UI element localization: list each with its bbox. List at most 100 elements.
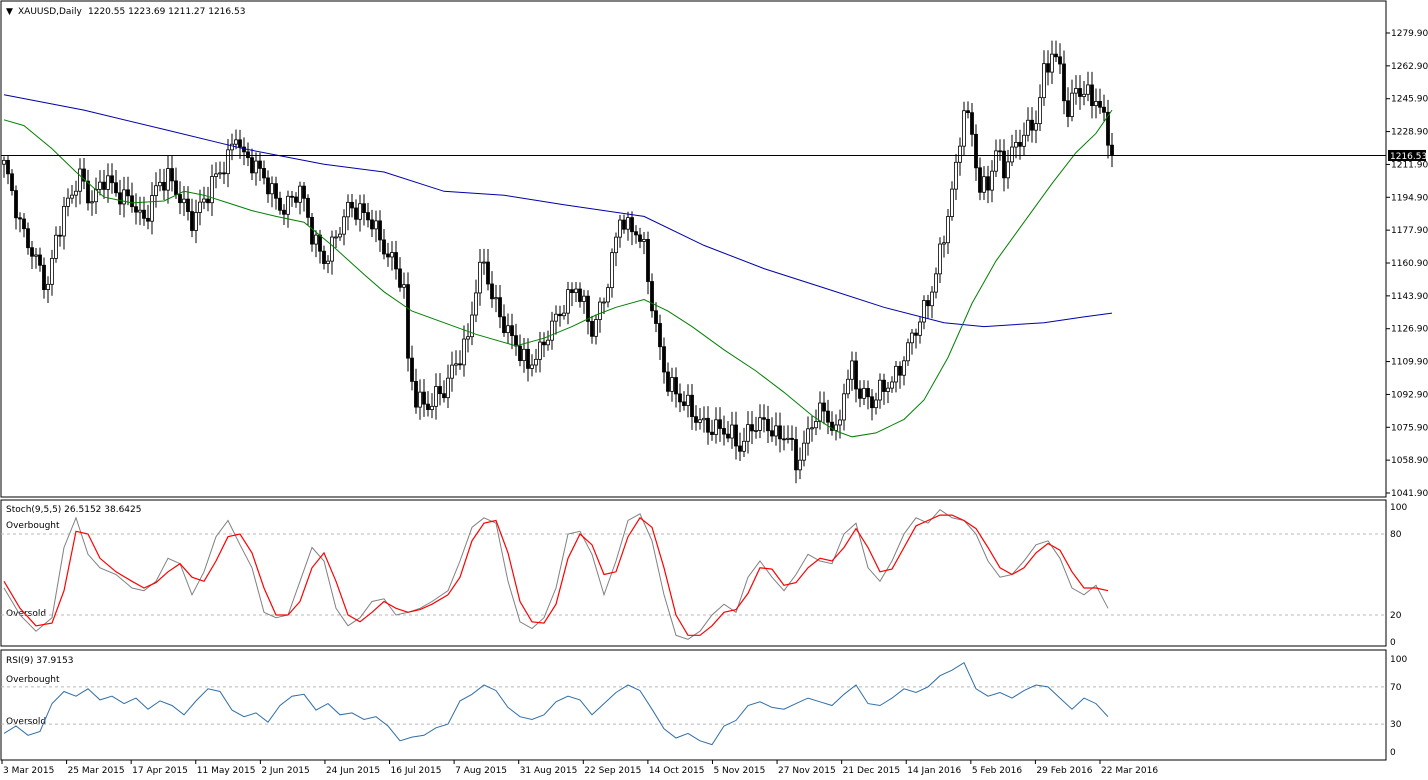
candle: [1078, 75, 1082, 110]
candle-body-bear: [1078, 88, 1082, 97]
candle-body-bull: [574, 288, 578, 294]
price-tick-label: 1194.90: [1391, 193, 1428, 203]
candle: [1006, 149, 1010, 189]
candle: [362, 194, 366, 226]
candle-body-bull: [50, 257, 54, 285]
price-tick-label: 1177.90: [1391, 226, 1428, 236]
candle-body-bull: [270, 183, 274, 195]
stoch-tick-label: 20: [1390, 611, 1402, 621]
candle-body-bull: [182, 198, 186, 204]
candle-body-bull: [550, 320, 554, 341]
candle: [622, 214, 626, 234]
candle: [874, 392, 878, 415]
candle-body-bull: [818, 402, 822, 422]
candle-body-bull: [846, 378, 850, 395]
candle: [6, 156, 10, 185]
candle: [234, 129, 238, 150]
candle: [574, 282, 578, 302]
candle: [1018, 129, 1022, 160]
candle-body-bear: [130, 195, 134, 208]
candle: [554, 305, 558, 335]
candle: [538, 331, 542, 373]
price-tick-label: 1160.90: [1391, 259, 1428, 269]
candle-body-bear: [18, 217, 22, 220]
candle: [26, 222, 30, 255]
candle-body-bull: [374, 220, 378, 230]
x-tick-label: 17 Apr 2015: [132, 766, 188, 776]
candle: [342, 209, 346, 246]
candle-body-bear: [734, 424, 738, 447]
candle: [98, 170, 102, 196]
current-price-tag-bg: [1388, 149, 1426, 161]
candle-body-bear: [1030, 119, 1034, 131]
candle-body-bull: [202, 198, 206, 203]
candle-body-bear: [658, 323, 662, 348]
candle-body-bear: [278, 197, 282, 211]
candle-body-bull: [954, 161, 958, 190]
candle-body-bear: [926, 300, 930, 307]
candle-body-bull: [34, 254, 38, 257]
candle-body-bear: [666, 371, 670, 392]
candle-body-bull: [54, 234, 58, 259]
candle-body-bull: [254, 160, 258, 174]
candle-body-bear: [438, 386, 442, 395]
candle-body-bull: [230, 143, 234, 151]
x-tick-label: 22 Mar 2016: [1101, 766, 1158, 776]
x-tick-label: 16 Jul 2015: [391, 766, 442, 776]
candle: [122, 176, 126, 218]
candle-body-bear: [682, 401, 686, 406]
candle-body-bull: [562, 312, 566, 317]
candle-body-bear: [766, 418, 770, 432]
candle: [742, 427, 746, 457]
candles: [2, 40, 1114, 484]
candle: [542, 332, 546, 358]
candle-body-bear: [14, 190, 18, 219]
candle: [1050, 40, 1054, 85]
candle: [582, 289, 586, 314]
candle: [566, 281, 570, 325]
candle-body-bull: [838, 419, 842, 426]
candle-body-bull: [1070, 92, 1074, 117]
candle-body-bull: [70, 194, 74, 199]
x-tick-label: 31 Aug 2015: [520, 766, 578, 776]
candle: [338, 226, 342, 241]
candle: [1066, 87, 1070, 128]
candle-body-bull: [434, 386, 438, 407]
candle: [430, 393, 434, 419]
candle: [458, 350, 462, 370]
candle-body-bull: [46, 283, 50, 290]
candle-body-bull: [90, 201, 94, 204]
candle: [18, 212, 22, 233]
candle: [170, 155, 174, 192]
candle-body-bull: [418, 391, 422, 408]
candle: [998, 139, 1002, 161]
candle-body-bear: [354, 207, 358, 220]
candle: [450, 351, 454, 392]
candle: [58, 226, 62, 247]
candle: [870, 389, 874, 421]
candle-body-bear: [306, 197, 310, 218]
candle: [466, 323, 470, 353]
candle: [262, 160, 266, 185]
candle: [578, 282, 582, 308]
candle: [1034, 110, 1038, 144]
candle: [878, 373, 882, 409]
candle-body-bear: [6, 159, 10, 175]
candle-body-bull: [626, 217, 630, 230]
candle: [130, 182, 134, 213]
candle: [198, 189, 202, 226]
candle: [826, 399, 830, 435]
rsi-tick-label: 0: [1390, 748, 1396, 758]
candle-body-bull: [950, 188, 954, 217]
candle: [290, 191, 294, 207]
candle-body-bear: [778, 425, 782, 440]
candle: [106, 163, 110, 203]
candle: [1030, 107, 1034, 143]
candle-body-bull: [850, 360, 854, 380]
candle: [1062, 50, 1066, 115]
candle-body-bear: [1102, 106, 1106, 113]
candle: [258, 152, 262, 181]
candle: [970, 102, 974, 147]
candle: [482, 248, 486, 275]
candle-body-bear: [1046, 63, 1050, 73]
